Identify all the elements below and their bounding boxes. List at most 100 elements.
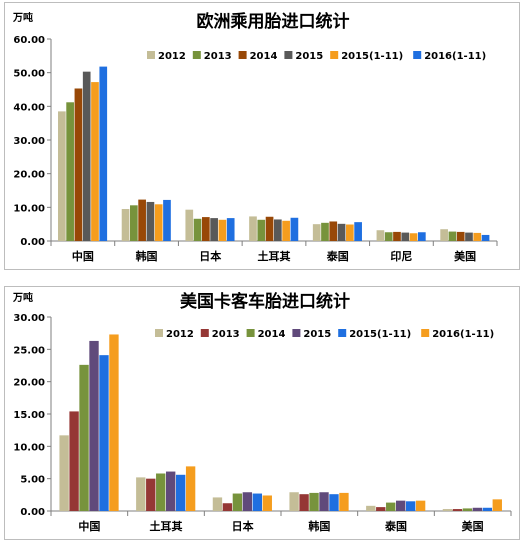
- bar-2014-3: [309, 492, 319, 511]
- legend-label: 2015(1-11): [341, 51, 403, 62]
- bar-2012-0: [59, 435, 69, 511]
- bar-2015-5: [472, 507, 483, 511]
- bar-20161-11-3: [290, 217, 299, 241]
- bar-2015-4: [337, 223, 346, 241]
- x-category-label: 泰国: [384, 519, 407, 533]
- legend-swatch: [338, 329, 347, 337]
- x-category-label: 韩国: [136, 249, 158, 263]
- bar-2014-1: [156, 473, 166, 511]
- bar-20161-11-1: [163, 199, 171, 241]
- chart-title: 欧洲乘用胎进口统计: [197, 11, 350, 32]
- bar-2013-4: [376, 507, 386, 511]
- bar-2013-5: [452, 509, 463, 511]
- y-axis-unit-label: 万吨: [12, 11, 33, 24]
- bar-20151-11-3: [329, 494, 339, 511]
- bar-2015-3: [319, 492, 329, 511]
- bar-2015-0: [89, 340, 99, 511]
- bar-20161-11-3: [339, 492, 349, 511]
- x-category-label: 中国: [72, 249, 94, 263]
- y-tick-label: 20.00: [13, 378, 45, 389]
- legend-swatch: [200, 329, 209, 337]
- bar-2013-4: [321, 222, 329, 241]
- y-tick-label: 60.00: [13, 35, 45, 46]
- legend-label: 2015(1-11): [349, 329, 411, 340]
- bar-20161-11-1: [185, 466, 196, 511]
- legend-label: 2013: [212, 329, 240, 340]
- bar-2015-3: [274, 219, 282, 241]
- bar-2013-0: [69, 411, 79, 511]
- y-tick-label: 0.00: [20, 237, 45, 248]
- bar-20161-11-2: [262, 495, 272, 511]
- bar-2013-1: [146, 478, 156, 511]
- bar-20161-11-5: [417, 232, 426, 241]
- legend-label: 2016(1-11): [424, 51, 486, 62]
- bar-2012-4: [312, 224, 321, 241]
- bar-2015-5: [401, 232, 410, 241]
- bar-20151-11-2: [218, 219, 227, 241]
- bar-20161-11-0: [99, 66, 108, 242]
- legend-label: 2014: [250, 51, 278, 62]
- bar-20161-11-5: [492, 499, 502, 511]
- bar-2013-0: [66, 102, 74, 241]
- bar-2013-6: [448, 231, 457, 241]
- bar-20161-11-0: [109, 334, 119, 511]
- bar-20151-11-4: [345, 224, 354, 241]
- bar-20161-11-6: [481, 234, 490, 241]
- legend-swatch: [413, 51, 422, 59]
- bar-2014-4: [386, 502, 396, 511]
- bar-2014-0: [74, 88, 83, 242]
- bar-2014-2: [202, 217, 210, 241]
- legend-label: 2016(1-11): [432, 329, 494, 340]
- bar-2013-1: [130, 205, 138, 241]
- y-tick-label: 10.00: [13, 203, 45, 214]
- bar-2013-2: [193, 218, 202, 241]
- bar-20151-11-5: [409, 233, 418, 241]
- bar-20151-11-0: [91, 82, 99, 242]
- bar-2014-5: [462, 508, 473, 511]
- y-tick-label: 50.00: [13, 69, 45, 80]
- x-category-label: 印尼: [390, 250, 412, 263]
- legend-swatch: [155, 329, 163, 337]
- bar-20151-11-1: [175, 474, 186, 511]
- bar-2014-4: [329, 221, 338, 241]
- chart-title: 美国卡客车胎进口统计: [180, 291, 350, 312]
- bar-2012-3: [289, 492, 299, 511]
- bar-2012-6: [440, 229, 448, 241]
- x-category-label: 中国: [78, 519, 100, 533]
- bar-20151-11-1: [154, 204, 163, 241]
- bar-2012-4: [366, 505, 376, 511]
- bar-20151-11-0: [99, 355, 109, 511]
- y-axis-unit-label: 万吨: [12, 291, 33, 304]
- bar-2012-3: [249, 216, 257, 241]
- chart-usa-truck-tires: 美国卡客车胎进口统计 万吨 0.00 5.00 10.00 15.00 20.00 25.00…: [12, 291, 512, 533]
- x-category-label: 土耳其: [150, 519, 183, 533]
- chart-europe-passenger-tires: 欧洲乘用胎进口统计 万吨 0.00 10.00 20.00 30.00 40.00 50.00…: [12, 11, 498, 263]
- bar-20161-11-4: [354, 222, 362, 241]
- legend-swatch: [238, 51, 247, 59]
- bar-2014-5: [393, 231, 401, 241]
- bar-2015-1: [166, 471, 176, 511]
- bar-2013-2: [222, 503, 233, 511]
- bar-2014-1: [138, 199, 146, 241]
- x-category-label: 美国: [454, 249, 476, 263]
- bar-20161-11-2: [226, 218, 235, 241]
- legend-label: 2015: [303, 329, 331, 340]
- legend-swatch: [246, 329, 255, 337]
- bar-2013-3: [257, 219, 266, 241]
- chart-panel-europe: 欧洲乘用胎进口统计 万吨 0.00 10.00 20.00 30.00 40.00 50.00…: [4, 2, 520, 270]
- bar-2012-5: [376, 230, 385, 241]
- bar-20151-11-6: [473, 232, 482, 241]
- y-tick-label: 5.00: [20, 475, 45, 486]
- bar-2013-5: [384, 232, 393, 241]
- bar-2014-0: [79, 364, 89, 511]
- y-tick-label: 20.00: [13, 170, 45, 181]
- x-category-label: 土耳其: [258, 249, 291, 263]
- y-tick-label: 0.00: [20, 507, 45, 518]
- bar-2013-3: [299, 494, 309, 511]
- legend-label: 2015: [295, 51, 323, 62]
- x-category-label: 日本: [199, 249, 221, 263]
- bar-20161-11-4: [415, 500, 426, 511]
- legend-label: 2013: [204, 51, 232, 62]
- bar-20151-11-4: [405, 501, 416, 511]
- chart-panel-usa: 美国卡客车胎进口统计 万吨 0.00 5.00 10.00 15.00 20.00 25.00…: [4, 286, 520, 540]
